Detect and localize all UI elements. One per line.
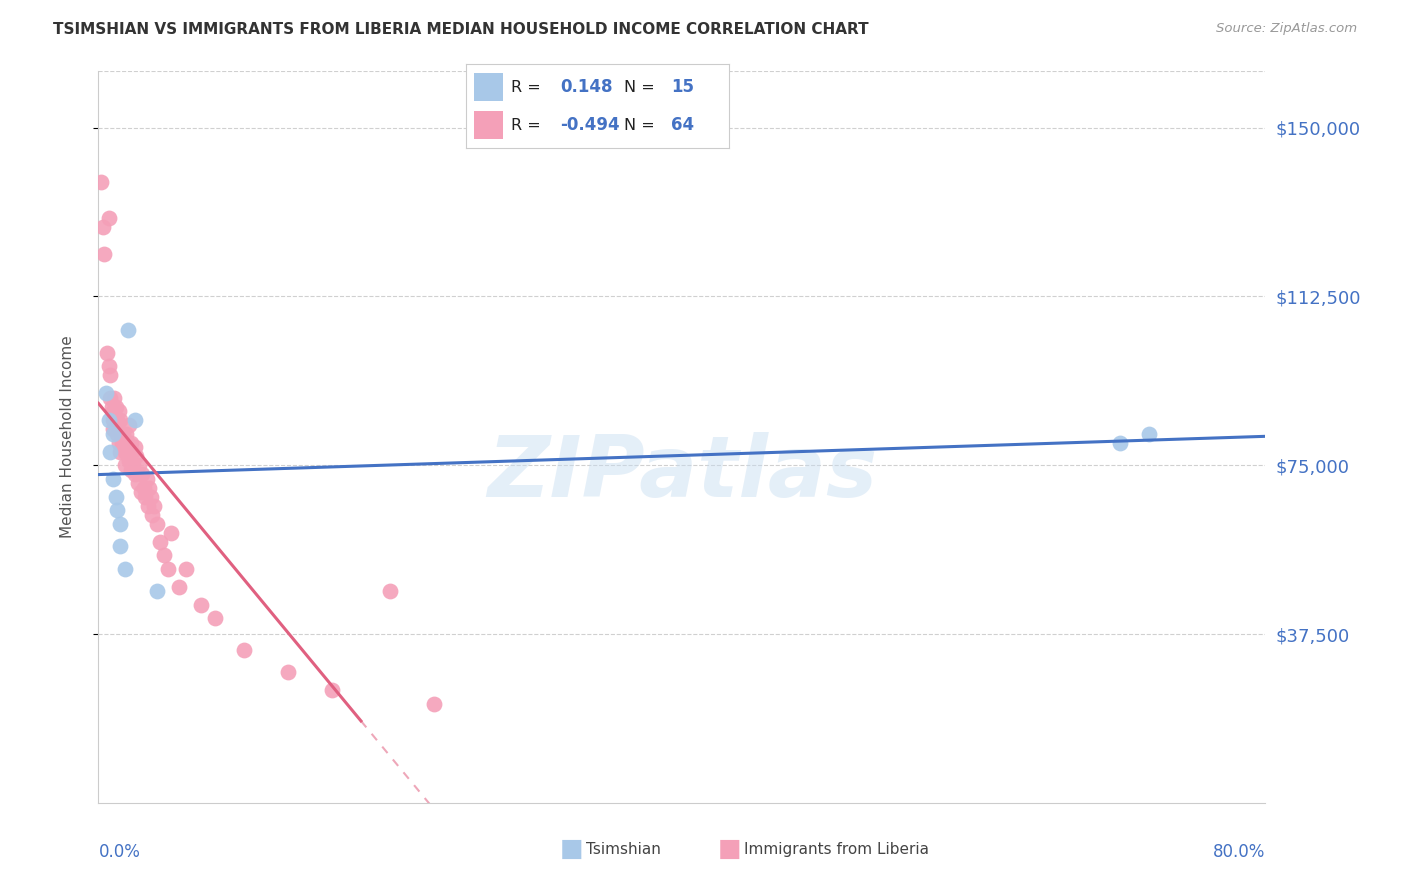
Point <box>94 386 117 401</box>
Point <box>157 562 180 576</box>
Point <box>149 534 172 549</box>
Point <box>101 426 124 441</box>
Point <box>124 413 146 427</box>
Point <box>112 426 135 441</box>
Point <box>124 440 146 454</box>
Point <box>153 548 176 562</box>
Point <box>90 175 112 189</box>
Point <box>98 444 121 458</box>
Point <box>98 368 121 383</box>
Point <box>114 444 136 458</box>
Point <box>1108 435 1130 450</box>
Point <box>120 435 142 450</box>
Point <box>423 697 446 711</box>
Point <box>97 211 120 225</box>
Point <box>91 219 114 234</box>
Point <box>100 400 122 414</box>
Point <box>122 458 145 473</box>
Point <box>111 435 134 450</box>
Point <box>131 467 153 482</box>
Point <box>101 472 124 486</box>
Point <box>174 562 197 576</box>
Point <box>127 476 149 491</box>
Point <box>101 422 124 436</box>
Point <box>233 642 256 657</box>
Point <box>104 400 127 414</box>
Point <box>139 490 162 504</box>
Point <box>110 516 132 531</box>
Point <box>160 525 183 540</box>
Text: 0.0%: 0.0% <box>98 843 141 861</box>
Point <box>105 426 128 441</box>
Point <box>114 562 136 576</box>
Point <box>118 417 141 432</box>
Point <box>101 413 124 427</box>
Point <box>135 472 157 486</box>
Point <box>124 467 146 482</box>
Text: TSIMSHIAN VS IMMIGRANTS FROM LIBERIA MEDIAN HOUSEHOLD INCOME CORRELATION CHART: TSIMSHIAN VS IMMIGRANTS FROM LIBERIA MED… <box>53 22 869 37</box>
Point <box>108 404 131 418</box>
Point <box>108 435 131 450</box>
Point <box>121 444 143 458</box>
Point <box>136 499 159 513</box>
Point <box>104 417 127 432</box>
Point <box>141 508 163 522</box>
Point <box>120 463 142 477</box>
Point <box>190 598 212 612</box>
Point <box>117 444 139 458</box>
Point <box>96 345 118 359</box>
Point <box>134 490 156 504</box>
Text: ■: ■ <box>560 838 583 861</box>
Point <box>118 453 141 467</box>
Point <box>146 584 169 599</box>
Point <box>142 499 165 513</box>
Y-axis label: Median Household Income: Median Household Income <box>60 335 75 539</box>
Point <box>128 458 150 473</box>
Point <box>105 503 128 517</box>
Point <box>167 580 190 594</box>
Point <box>132 481 155 495</box>
Point <box>104 490 127 504</box>
Text: ■: ■ <box>717 838 741 861</box>
Text: Tsimshian: Tsimshian <box>586 842 661 856</box>
Point <box>117 435 139 450</box>
Text: ZIPatlas: ZIPatlas <box>486 432 877 516</box>
Point <box>125 449 148 463</box>
Point <box>110 426 132 441</box>
Point <box>93 246 115 260</box>
Point <box>117 323 139 337</box>
Point <box>277 665 299 680</box>
Point <box>129 485 152 500</box>
Point <box>97 359 120 374</box>
Point <box>321 683 343 698</box>
Point <box>115 426 138 441</box>
Point <box>103 391 125 405</box>
Point <box>380 584 402 599</box>
Point <box>97 413 120 427</box>
Point <box>146 516 169 531</box>
Point <box>110 539 132 553</box>
Point <box>204 611 226 625</box>
Text: Source: ZipAtlas.com: Source: ZipAtlas.com <box>1216 22 1357 36</box>
Text: 80.0%: 80.0% <box>1213 843 1265 861</box>
Point <box>105 413 128 427</box>
Point <box>1137 426 1160 441</box>
Point <box>101 404 124 418</box>
Point <box>110 444 132 458</box>
Point <box>98 391 121 405</box>
Point <box>114 458 136 473</box>
Point <box>110 413 132 427</box>
Text: Immigrants from Liberia: Immigrants from Liberia <box>744 842 929 856</box>
Point <box>138 481 160 495</box>
